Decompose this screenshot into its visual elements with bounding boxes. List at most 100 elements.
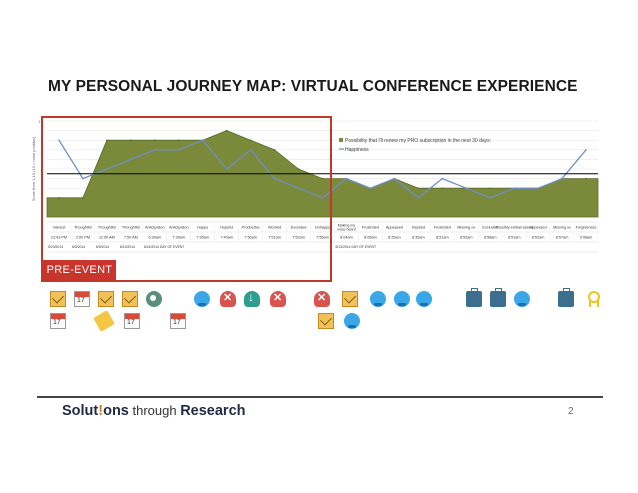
y-tick-label: 8 — [41, 138, 44, 143]
time-label: 7:50am — [244, 236, 257, 240]
happiness-point — [465, 187, 468, 189]
category-label: Excluded — [482, 226, 498, 230]
legend-label-happiness: Happiness — [345, 147, 369, 153]
renewal-point — [441, 187, 444, 189]
date-label: 6/13/2014 DAY OF EVENT — [335, 245, 376, 249]
bag-icon — [558, 288, 574, 307]
category-label: Frustrated — [362, 226, 379, 230]
renewal-point — [417, 187, 420, 189]
category-label: Hopeful — [220, 226, 233, 230]
time-label: 8:51am — [436, 236, 449, 240]
ribbon-icon — [584, 291, 600, 307]
happiness-point — [201, 139, 204, 141]
y-tick-label: 0 — [41, 215, 44, 220]
y-tick-label: 9 — [41, 129, 44, 134]
category-label: Inspired — [412, 226, 426, 230]
time-label: 7:35am — [196, 236, 209, 240]
y-tick-label: 1 — [41, 205, 44, 210]
happiness-point — [417, 197, 420, 199]
category-label: Appeased — [386, 226, 403, 230]
happiness-point — [130, 158, 132, 161]
category-label: Appeased — [530, 226, 547, 230]
happiness-point — [585, 149, 587, 151]
happiness-point — [321, 197, 324, 199]
happiness-point — [393, 177, 396, 180]
renewal-point — [489, 187, 491, 189]
bird-icon — [344, 313, 360, 329]
date-label: 6/9/2014 — [96, 245, 109, 249]
cloud-x-icon — [270, 291, 286, 307]
y-tick-label: 3 — [41, 186, 44, 191]
category-label: Unhappy — [315, 226, 330, 230]
renewal-point — [82, 197, 84, 199]
calendar-icon — [74, 291, 90, 307]
happiness-point — [537, 187, 539, 189]
category-label: Productive — [242, 226, 260, 230]
time-label: 9:08am — [580, 236, 593, 240]
category-label: Missing ox — [457, 226, 475, 230]
time-label: 7:40am — [220, 236, 233, 240]
legend-swatch-renewal — [339, 138, 343, 142]
date-label: 6/12/2014 — [120, 245, 135, 249]
bag-icon — [466, 288, 482, 307]
renewal-point — [106, 139, 108, 141]
happiness-point — [154, 149, 156, 151]
mail-icon — [342, 291, 358, 307]
bird-icon — [514, 291, 530, 307]
company-logo: Solut!ons through Research — [62, 403, 246, 419]
bird-icon — [370, 291, 386, 307]
category-label: Worried — [268, 226, 281, 230]
renewal-point — [177, 139, 180, 141]
happiness-point — [345, 177, 348, 180]
y-tick-label: 4 — [41, 177, 44, 182]
time-label: 12:43 PM — [51, 236, 67, 240]
renewal-point — [58, 197, 60, 199]
mail-icon — [50, 291, 66, 307]
category-label: Frustrated — [434, 226, 451, 230]
happiness-point — [106, 168, 108, 170]
renewal-point — [321, 177, 324, 180]
camera-icon — [146, 291, 162, 307]
category-label: Anticipation — [169, 226, 189, 230]
category-label: voice heard — [337, 228, 356, 232]
renewal-point — [273, 149, 276, 151]
happiness-point — [561, 177, 563, 180]
time-label: 8:52am — [532, 236, 545, 240]
y-tick-label: 6 — [41, 157, 44, 162]
y-tick-label: 5 — [41, 167, 44, 172]
time-label: 8:52am — [460, 236, 473, 240]
category-label: Thoughtful — [98, 226, 116, 230]
bird-icon — [194, 291, 210, 307]
cloud-x-icon — [314, 291, 330, 307]
time-label: 8:25am — [388, 236, 401, 240]
logo-text-4: Research — [180, 403, 246, 419]
renewal-point — [154, 139, 156, 141]
happiness-point — [249, 149, 252, 151]
renewal-point — [130, 139, 132, 141]
time-label: 7:50 AM — [124, 236, 138, 240]
happiness-point — [225, 168, 228, 170]
happiness-point — [489, 197, 491, 199]
happiness-point — [273, 177, 276, 180]
calendar-icon — [50, 313, 66, 329]
y-tick-label: 2 — [41, 196, 44, 201]
mail-icon — [318, 313, 334, 329]
renewal-point — [585, 177, 587, 180]
logo-text-3: ons — [103, 403, 129, 419]
time-label: 11:00 AM — [99, 236, 115, 240]
renewal-point — [225, 129, 228, 132]
logo-text-2: ! — [98, 403, 104, 419]
happiness-point — [297, 187, 300, 189]
category-label: Happy — [197, 226, 208, 230]
happiness-point — [82, 177, 84, 180]
time-label: 7:55am — [316, 236, 329, 240]
happiness-point — [177, 149, 180, 151]
y-axis-label: Scale from 1-10 (10 = most positive) — [31, 136, 36, 201]
time-label: 2:00 PM — [76, 236, 90, 240]
time-label: 8:04am — [340, 236, 353, 240]
time-label: 7:51am — [268, 236, 281, 240]
category-label: Interest — [53, 226, 67, 230]
time-label: 8:57am — [556, 236, 569, 240]
y-tick-label: 10 — [39, 119, 44, 124]
footer-divider — [37, 396, 603, 398]
